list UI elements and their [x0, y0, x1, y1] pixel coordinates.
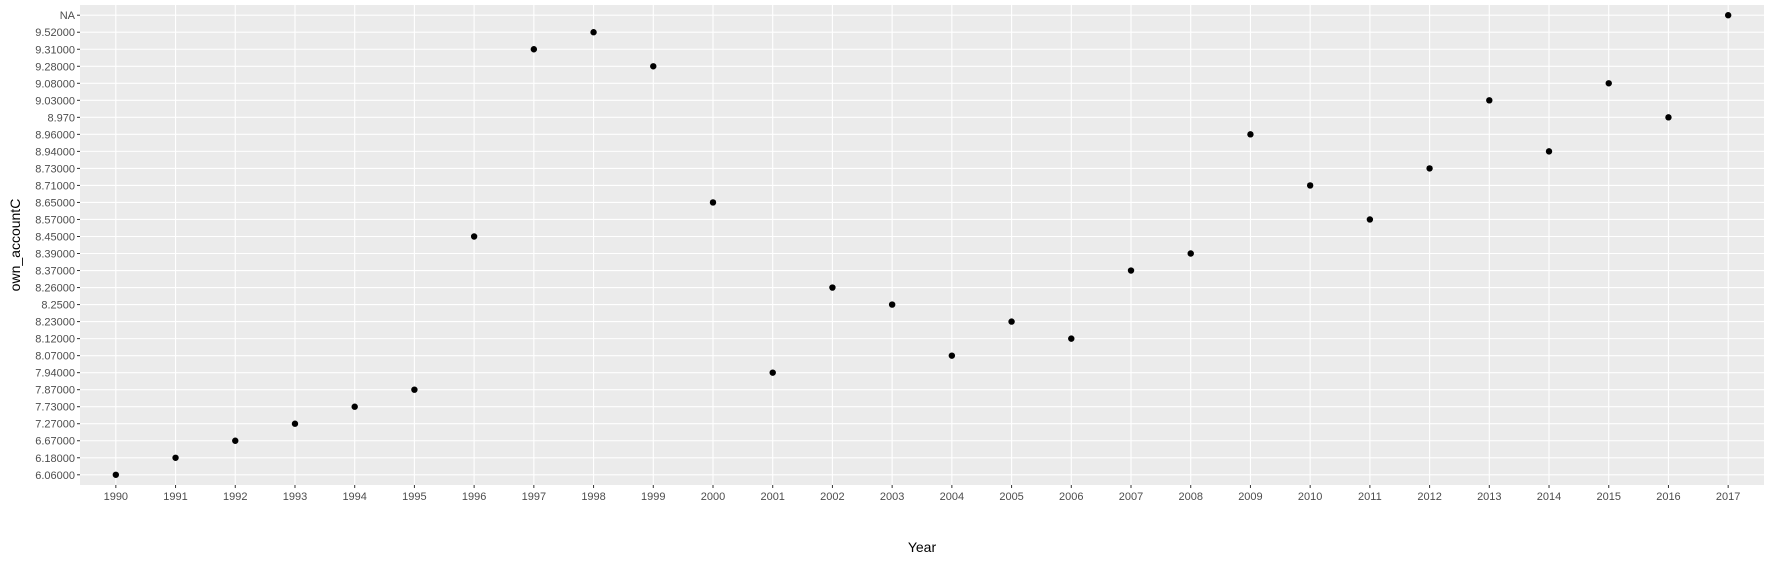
- data-point: [1187, 250, 1194, 257]
- y-tick-label: 8.39000: [35, 249, 75, 261]
- x-tick-label: 2004: [940, 491, 964, 503]
- x-tick-label: 2000: [701, 491, 725, 503]
- y-tick-label: 7.87000: [35, 385, 75, 397]
- data-point: [650, 63, 657, 70]
- data-point: [291, 420, 299, 427]
- data-point: [1127, 267, 1135, 274]
- y-tick-label: 9.52000: [35, 27, 75, 39]
- x-tick-label: 2009: [1238, 491, 1262, 503]
- y-tick-label: 8.970: [47, 112, 75, 124]
- y-axis: 6.06000 6.18000 6.67000 7.27000 7.73000 7.870…: [35, 10, 80, 482]
- y-tick-label: 8.71000: [35, 180, 75, 192]
- y-tick-label: 7.27000: [35, 419, 75, 431]
- y-tick-label: 6.67000: [35, 436, 75, 448]
- data-point: [948, 352, 956, 359]
- y-tick-label: 6.06000: [35, 470, 75, 482]
- data-point: [829, 284, 836, 291]
- y-tick-label: 8.23000: [35, 317, 75, 329]
- x-tick-label: 2012: [1417, 491, 1441, 503]
- x-tick-label: 2013: [1477, 491, 1501, 503]
- y-tick-label: 8.57000: [35, 214, 75, 226]
- x-tick-label: 2005: [999, 491, 1023, 503]
- x-tick-label: 2015: [1596, 491, 1620, 503]
- data-point: [1426, 165, 1433, 172]
- x-tick-label: 2001: [760, 491, 784, 503]
- y-tick-label: 8.45000: [35, 231, 75, 243]
- data-point: [709, 199, 717, 206]
- data-point: [1486, 97, 1493, 104]
- x-tick-label: 2002: [820, 491, 844, 503]
- y-tick-label: 8.37000: [35, 266, 75, 278]
- y-tick-label: 9.31000: [35, 44, 75, 56]
- x-tick-label: 1993: [283, 491, 307, 503]
- x-tick-label: 1990: [104, 491, 128, 503]
- data-point: [1068, 335, 1075, 342]
- y-tick-label: 8.96000: [35, 129, 75, 141]
- data-point: [1545, 148, 1553, 155]
- x-tick-label: 2016: [1656, 491, 1680, 503]
- data-point: [1605, 80, 1612, 87]
- y-tick-label: 8.65000: [35, 197, 75, 209]
- data-point: [590, 29, 597, 36]
- y-tick-label: 8.07000: [35, 351, 75, 363]
- data-point: [1247, 131, 1254, 138]
- x-tick-label: 1995: [402, 491, 426, 503]
- data-point: [351, 403, 358, 410]
- data-point: [1008, 318, 1015, 325]
- x-tick-label: 2011: [1358, 491, 1382, 503]
- x-tick-label: 2006: [1059, 491, 1083, 503]
- y-tick-label: 6.18000: [35, 453, 75, 465]
- y-tick-label: 9.03000: [35, 95, 75, 107]
- x-tick-label: 2017: [1716, 491, 1740, 503]
- x-axis-title: Year: [908, 539, 937, 555]
- y-tick-label: 9.08000: [35, 78, 75, 90]
- x-axis: 1990 1991 1992 1993 1994 1995 1996 1997 1998 1999…: [104, 485, 1740, 503]
- y-tick-label: 8.73000: [35, 163, 75, 175]
- x-tick-label: 1994: [342, 491, 366, 503]
- y-tick-label: 7.94000: [35, 368, 75, 380]
- y-tick-label: 7.73000: [35, 402, 75, 414]
- x-tick-label: 1998: [581, 491, 605, 503]
- data-point: [769, 369, 776, 376]
- y-tick-label: 8.94000: [35, 146, 75, 158]
- y-tick-label: NA: [60, 10, 76, 22]
- x-tick-label: 2010: [1298, 491, 1322, 503]
- x-tick-label: 2014: [1537, 491, 1561, 503]
- y-tick-label: 9.28000: [35, 61, 75, 73]
- data-point: [172, 454, 179, 461]
- data-point: [530, 46, 538, 53]
- data-point: [1366, 216, 1374, 223]
- data-point: [1724, 12, 1732, 19]
- x-tick-label: 2003: [880, 491, 904, 503]
- y-axis-title: own_accountC: [7, 199, 23, 292]
- y-tick-label: 8.12000: [35, 334, 75, 346]
- data-point: [888, 301, 896, 308]
- x-tick-label: 2008: [1178, 491, 1202, 503]
- x-tick-label: 1997: [522, 491, 546, 503]
- data-point: [112, 471, 120, 478]
- data-point: [411, 386, 418, 393]
- x-tick-label: 1999: [641, 491, 665, 503]
- x-tick-label: 1991: [163, 491, 187, 503]
- data-point: [1665, 114, 1672, 121]
- y-tick-label: 8.2500: [41, 300, 75, 312]
- grid-lines: [80, 5, 1764, 485]
- y-tick-label: 8.26000: [35, 283, 75, 295]
- x-tick-label: 1996: [462, 491, 486, 503]
- data-point: [470, 233, 478, 240]
- x-tick-label: 2007: [1119, 491, 1143, 503]
- data-points: [112, 12, 1732, 478]
- data-point: [1306, 182, 1314, 189]
- x-tick-label: 1992: [223, 491, 247, 503]
- plot-panel: [80, 5, 1764, 485]
- data-point: [232, 437, 239, 444]
